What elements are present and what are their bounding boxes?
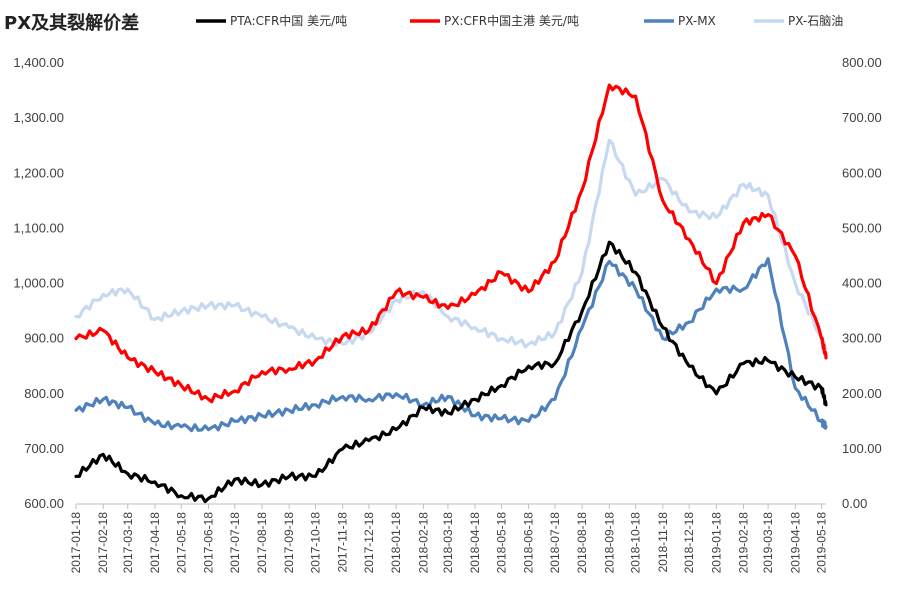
x-tick-label: 2019-01-18 bbox=[709, 512, 723, 574]
x-tick-label: 2017-04-18 bbox=[148, 512, 162, 574]
chart-title: PX及其裂解价差 bbox=[4, 12, 139, 34]
legend-label: PTA:CFR中国 美元/吨 bbox=[230, 13, 347, 28]
x-tick-label: 2019-03-18 bbox=[761, 512, 775, 574]
plot-area bbox=[74, 83, 828, 504]
x-tick-label: 2018-12-18 bbox=[682, 512, 696, 574]
y-left-tick-label: 1,100.00 bbox=[13, 220, 64, 235]
x-tick-label: 2018-02-18 bbox=[416, 512, 430, 574]
series-line bbox=[74, 240, 828, 504]
x-tick-label: 2018-03-18 bbox=[441, 512, 455, 574]
legend: PTA:CFR中国 美元/吨 PX:CFR中国主港 美元/吨 PX-MX PX-石脑油 bbox=[196, 13, 843, 28]
x-tick-label: 2018-07-18 bbox=[548, 512, 562, 574]
x-tick-label: 2018-10-18 bbox=[629, 512, 643, 574]
y-left-tick-label: 600.00 bbox=[24, 496, 64, 511]
y-right-tick-label: 500.00 bbox=[842, 220, 882, 235]
y-left-tick-label: 700.00 bbox=[24, 441, 64, 456]
y-right-tick-label: 100.00 bbox=[842, 441, 882, 456]
y-right-tick-label: 400.00 bbox=[842, 276, 882, 291]
y-right-tick-label: 600.00 bbox=[842, 165, 882, 180]
x-tick-label: 2018-06-18 bbox=[522, 512, 536, 574]
y-left-tick-label: 1,000.00 bbox=[13, 276, 64, 291]
y-left-tick-label: 800.00 bbox=[24, 386, 64, 401]
y-right-tick-label: 0.00 bbox=[842, 496, 867, 511]
y-right-tick-label: 800.00 bbox=[842, 55, 882, 70]
x-tick-label: 2019-05-18 bbox=[815, 512, 829, 574]
x-tick-label: 2018-04-18 bbox=[468, 512, 482, 574]
x-tick-label: 2019-04-18 bbox=[788, 512, 802, 574]
y-left-tick-label: 1,200.00 bbox=[13, 165, 64, 180]
legend-label: PX:CFR中国主港 美元/吨 bbox=[444, 13, 579, 28]
x-axis: 2017-01-18 2017-02-18 2017-03-18 2017-04-18… bbox=[69, 503, 829, 574]
x-tick-label: 2018-11-18 bbox=[656, 512, 670, 573]
y-left-tick-label: 1,300.00 bbox=[13, 110, 64, 125]
series-line bbox=[74, 138, 828, 353]
x-tick-label: 2018-08-18 bbox=[575, 512, 589, 574]
series-line bbox=[74, 257, 828, 433]
x-tick-label: 2018-01-18 bbox=[389, 512, 403, 574]
y-right-tick-label: 200.00 bbox=[842, 386, 882, 401]
x-tick-label: 2017-02-18 bbox=[96, 512, 110, 574]
x-tick-label: 2018-05-18 bbox=[494, 512, 508, 574]
x-tick-label: 2017-12-18 bbox=[362, 512, 376, 574]
legend-label: PX-石脑油 bbox=[788, 14, 843, 28]
x-tick-label: 2017-08-18 bbox=[255, 512, 269, 574]
y-right-tick-label: 300.00 bbox=[842, 331, 882, 346]
x-tick-label: 2017-01-18 bbox=[69, 512, 83, 574]
x-tick-label: 2017-11-18 bbox=[336, 512, 350, 573]
x-tick-label: 2017-05-18 bbox=[174, 512, 188, 574]
x-tick-label: 2017-10-18 bbox=[308, 512, 322, 574]
x-tick-label: 2018-09-18 bbox=[602, 512, 616, 574]
y-axis-left: 600.00 700.00 800.00 900.00 1,000.00 1,100.00… bbox=[13, 55, 64, 511]
x-tick-label: 2017-06-18 bbox=[201, 512, 215, 574]
x-tick-label: 2019-02-18 bbox=[737, 512, 751, 574]
y-right-tick-label: 700.00 bbox=[842, 110, 882, 125]
y-left-tick-label: 900.00 bbox=[24, 331, 64, 346]
x-tick-label: 2017-03-18 bbox=[121, 512, 135, 574]
series-line bbox=[74, 83, 828, 404]
y-left-tick-label: 1,400.00 bbox=[13, 55, 64, 70]
legend-label: PX-MX bbox=[678, 14, 716, 28]
x-tick-label: 2017-07-18 bbox=[228, 512, 242, 574]
y-axis-right: 0.00 100.00 200.00 300.00 400.00 500.00 600.00… bbox=[842, 55, 882, 511]
x-tick-label: 2017-09-18 bbox=[282, 512, 296, 574]
